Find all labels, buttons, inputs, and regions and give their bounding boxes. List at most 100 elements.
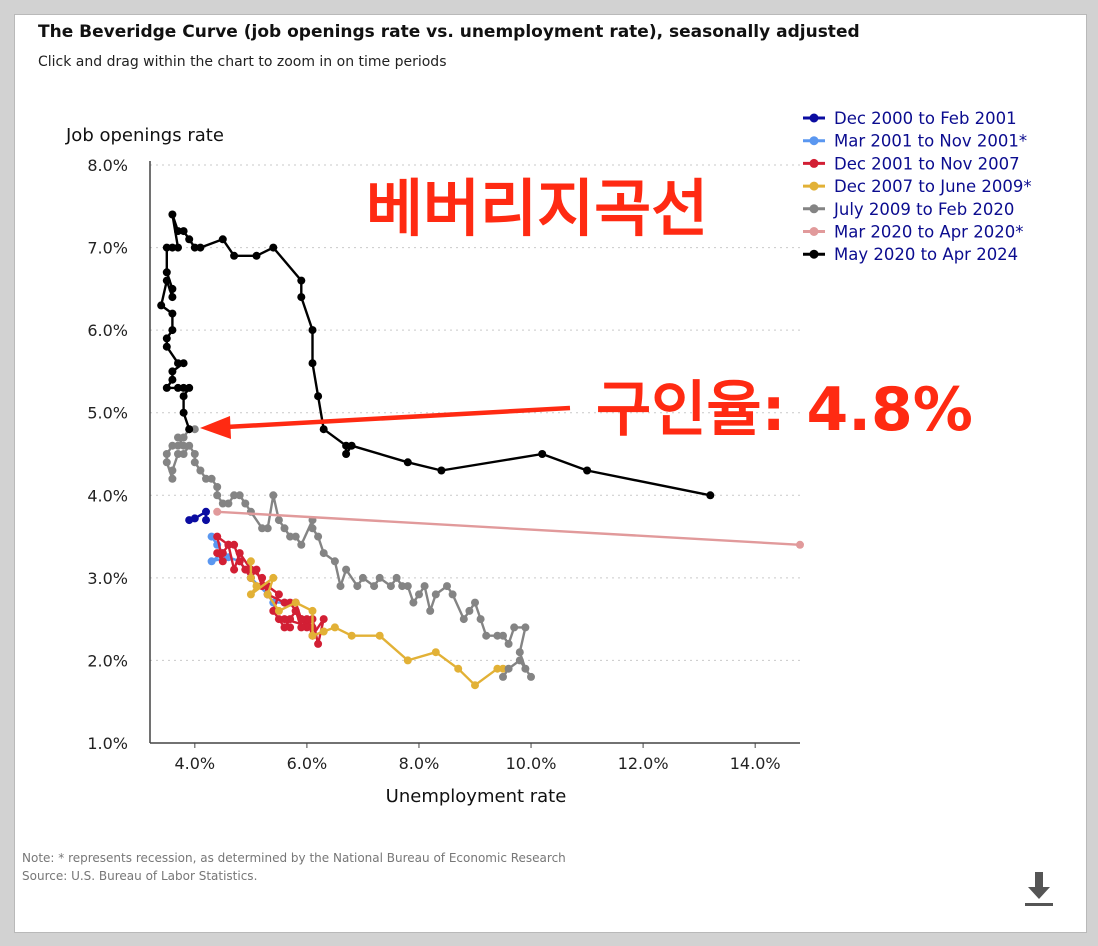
data-point[interactable] [269, 491, 278, 500]
data-point[interactable] [314, 392, 323, 401]
data-point[interactable] [207, 474, 216, 483]
data-point[interactable] [493, 664, 502, 673]
data-point[interactable] [375, 631, 384, 640]
data-point[interactable] [230, 491, 239, 500]
data-point[interactable] [403, 656, 412, 665]
data-point[interactable] [179, 441, 188, 450]
data-point[interactable] [454, 664, 463, 673]
data-point[interactable] [280, 615, 289, 624]
data-point[interactable] [168, 326, 177, 335]
data-point[interactable] [342, 565, 351, 574]
data-point[interactable] [168, 466, 177, 475]
data-point[interactable] [291, 598, 300, 607]
data-point[interactable] [202, 474, 210, 483]
data-point[interactable] [291, 606, 300, 615]
data-point[interactable] [319, 615, 328, 624]
data-point[interactable] [286, 532, 295, 541]
data-point[interactable] [185, 383, 194, 392]
data-point[interactable] [168, 210, 177, 219]
data-point[interactable] [246, 557, 255, 566]
data-point[interactable] [499, 672, 507, 681]
data-point[interactable] [168, 474, 177, 483]
data-point[interactable] [521, 623, 530, 632]
data-point[interactable] [230, 540, 239, 549]
data-point[interactable] [168, 441, 177, 450]
data-point[interactable] [162, 268, 171, 277]
data-point[interactable] [168, 375, 177, 384]
data-point[interactable] [308, 326, 317, 335]
data-point[interactable] [162, 450, 171, 458]
data-point[interactable] [280, 524, 289, 533]
data-point[interactable] [258, 524, 267, 533]
data-point[interactable] [330, 557, 339, 566]
data-point[interactable] [409, 598, 418, 607]
data-point[interactable] [342, 450, 351, 458]
data-point[interactable] [179, 433, 188, 442]
data-point[interactable] [258, 573, 267, 582]
data-point[interactable] [286, 615, 295, 624]
legend-item[interactable]: May 2020 to Apr 2024 [803, 245, 1018, 264]
data-point[interactable] [207, 557, 216, 566]
data-point[interactable] [185, 441, 194, 450]
data-point[interactable] [218, 235, 227, 244]
data-point[interactable] [398, 582, 407, 591]
data-point[interactable] [499, 664, 507, 673]
data-point[interactable] [252, 582, 261, 591]
data-point[interactable] [174, 441, 182, 450]
data-point[interactable] [297, 540, 306, 549]
data-point[interactable] [274, 615, 283, 624]
data-point[interactable] [190, 425, 199, 434]
data-point[interactable] [314, 639, 323, 648]
data-point[interactable] [174, 450, 182, 458]
data-point[interactable] [493, 631, 502, 640]
data-point[interactable] [443, 582, 451, 591]
data-point[interactable] [297, 615, 306, 624]
data-point[interactable] [347, 631, 356, 640]
data-point[interactable] [190, 243, 199, 252]
data-point[interactable] [308, 359, 317, 368]
data-point[interactable] [308, 631, 317, 640]
data-point[interactable] [202, 507, 210, 516]
data-point[interactable] [174, 383, 182, 392]
data-point[interactable] [476, 615, 485, 624]
data-point[interactable] [269, 243, 278, 252]
legend-item[interactable]: July 2009 to Feb 2020 [803, 200, 1014, 219]
data-point[interactable] [392, 573, 401, 582]
data-point[interactable] [213, 507, 222, 516]
data-point[interactable] [286, 623, 295, 632]
data-point[interactable] [297, 293, 306, 302]
data-point[interactable] [482, 631, 491, 640]
data-point[interactable] [291, 532, 300, 541]
data-point[interactable] [386, 582, 395, 591]
data-point[interactable] [796, 540, 804, 549]
data-point[interactable] [302, 623, 311, 632]
data-point[interactable] [218, 557, 227, 566]
data-point[interactable] [521, 664, 530, 673]
data-point[interactable] [280, 598, 289, 607]
data-point[interactable] [190, 458, 199, 467]
data-point[interactable] [235, 491, 244, 500]
data-point[interactable] [213, 483, 222, 491]
data-point[interactable] [179, 383, 188, 392]
legend-item[interactable]: Dec 2000 to Feb 2001 [803, 109, 1017, 128]
data-point[interactable] [403, 582, 412, 591]
data-point[interactable] [375, 573, 384, 582]
data-point[interactable] [515, 656, 524, 665]
data-point[interactable] [174, 359, 182, 368]
legend-item[interactable]: Dec 2001 to Nov 2007 [803, 154, 1020, 173]
data-point[interactable] [319, 549, 328, 558]
download-button[interactable] [1022, 868, 1056, 908]
data-point[interactable] [583, 466, 592, 475]
data-point[interactable] [347, 441, 356, 450]
data-point[interactable] [179, 359, 188, 368]
data-point[interactable] [241, 565, 250, 574]
data-point[interactable] [342, 441, 351, 450]
data-point[interactable] [235, 549, 244, 558]
data-point[interactable] [358, 573, 367, 582]
data-point[interactable] [202, 516, 210, 525]
data-point[interactable] [213, 532, 222, 541]
data-point[interactable] [415, 590, 423, 599]
data-point[interactable] [308, 606, 317, 615]
data-point[interactable] [314, 532, 323, 541]
